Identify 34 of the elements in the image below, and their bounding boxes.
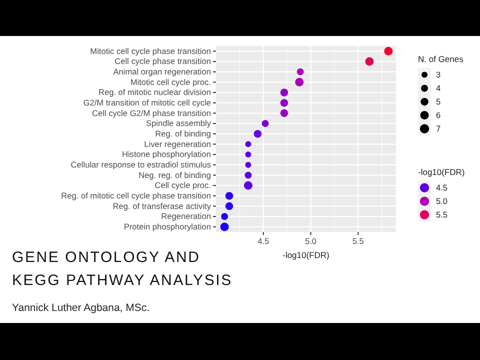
y-tick-label: Reg. of binding [155, 128, 212, 139]
x-tick-label: 4.5 [258, 236, 270, 246]
y-tick-label: Spindle assembly [146, 118, 212, 128]
y-tick-label: Reg. of mitotic nuclear division [98, 87, 212, 98]
legend-title: N. of Genes [418, 54, 464, 64]
y-tick-label: Cell cycle phase transition [114, 56, 212, 66]
y-tick-label: Cell cycle G2/M phase transition [92, 108, 212, 118]
legend-label: 6 [436, 110, 441, 120]
color-bar-label: 4.5 [436, 182, 448, 193]
y-tick-label: G2/M transition of mitotic cell cycle [83, 98, 212, 108]
legend-label: 4 [436, 83, 441, 94]
y-tick-label: Reg. of transferase activity [112, 200, 212, 211]
legend-label: 5 [436, 96, 441, 107]
color-bar-title: -log10(FDR) [418, 167, 465, 177]
legend-label: 3 [436, 70, 441, 80]
y-tick-label: Regeneration [161, 211, 212, 222]
color-bar-label: 5.5 [436, 210, 448, 220]
y-tick-label: Animal organ regeneration [113, 66, 212, 77]
text: GENE ONTOLOGY AND KEGG PATHWAY ANALYSIS [12, 249, 232, 289]
x-tick-label: 5.0 [304, 236, 317, 246]
y-tick-label: Histone phosphorylation [122, 149, 212, 160]
y-tick-label: Cell cycle proc. [154, 180, 211, 190]
y-tick-label: Mitotic cell cycle phase transition [90, 46, 212, 56]
y-tick-label: Reg. of mitotic cell cycle phase transition [61, 190, 212, 201]
x-axis-title: -log10(FDR) [282, 250, 330, 260]
legend-label: 7 [436, 124, 441, 134]
y-tick-label: Cellular response to estradiol stimulus [70, 160, 211, 170]
y-tick-label: Liver regeneration [144, 138, 212, 149]
text: Yannick Luther Agbana, MSc. [12, 302, 150, 314]
y-tick-label: Protein phosphorylation [124, 222, 212, 232]
color-bar-label: 5.0 [436, 196, 448, 206]
y-tick-label: Mitotic cell cycle proc. [130, 76, 211, 87]
x-tick-label: 5.5 [352, 236, 364, 246]
y-tick-label: Neg. reg. of binding [138, 170, 212, 180]
